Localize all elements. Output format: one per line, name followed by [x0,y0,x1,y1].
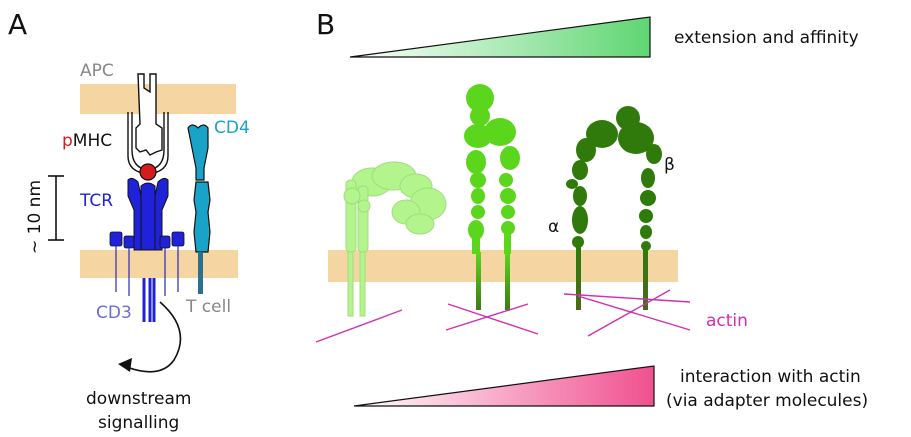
integrin-extended-legs [476,252,510,310]
downstream-label-1: downstream [86,389,191,409]
actin-filaments [315,289,691,343]
scale-bar [48,175,64,241]
cd4-label: CD4 [214,118,250,138]
integrin-bent-legs [347,251,366,317]
integrin-bent [343,161,447,253]
scale-label: ~ 10 nm [25,180,45,254]
extension-label: extension and affinity [674,28,859,48]
cd3-label: CD3 [96,303,132,323]
integrin-active-legs [576,246,648,310]
pmhc-label: pMHC [62,131,112,151]
cd4-molecule [187,124,211,253]
apc-membrane [80,84,236,114]
cd3-tails [115,246,179,296]
tcell-label: T cell [185,297,231,317]
panel-b-letter: B [316,8,335,41]
cd4-tail [198,252,203,294]
interaction-gradient [353,365,655,407]
alpha-label: α [548,217,559,237]
panel-a-letter: A [8,8,27,41]
cd3-subunits [109,231,185,249]
tcr-tails [142,278,156,322]
downstream-label-2: signalling [98,413,179,433]
tcr-label: TCR [79,191,113,211]
beta-label: β [664,155,675,175]
signalling-arrow [123,301,182,373]
interaction-label-2: (via adapter molecules) [666,391,868,411]
integrin-extended [464,84,520,254]
panel-b-membrane [328,250,678,282]
apc-label: APC [80,61,114,81]
tcr-molecule [127,177,169,251]
peptide-dot [139,163,157,181]
interaction-label-1: interaction with actin [680,367,861,387]
tcell-membrane [80,250,238,278]
integrin-active [566,106,662,251]
actin-label: actin [706,311,748,331]
signalling-arrowhead [118,358,132,372]
extension-gradient [349,16,651,58]
